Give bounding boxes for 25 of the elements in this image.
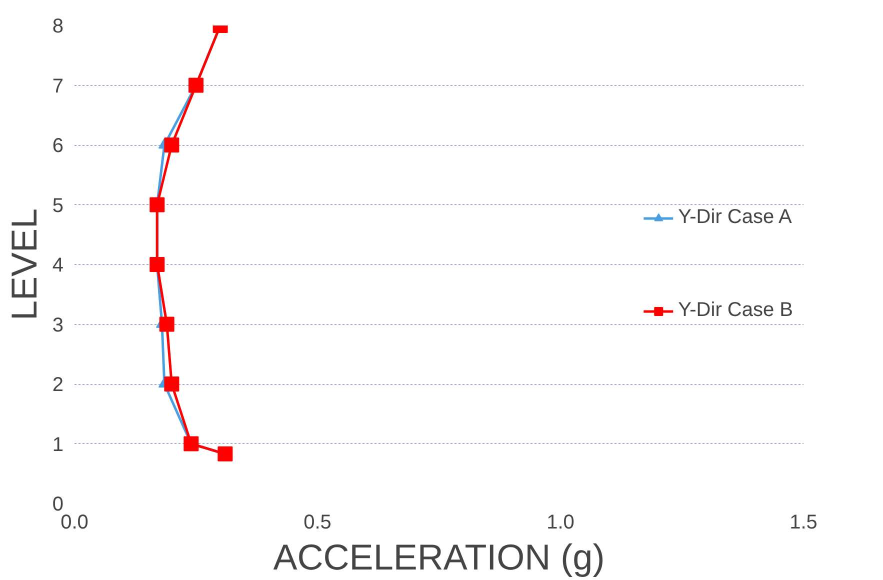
y-tick-label: 2 (52, 374, 64, 396)
x-tick-label: 1.5 (790, 512, 818, 534)
point (164, 376, 180, 392)
y-tick-label: 3 (52, 314, 64, 336)
y-tick-label: 1 (52, 434, 64, 456)
y-tick-label: 8 (52, 16, 64, 38)
legend-label: Y-Dir Case B (678, 299, 793, 322)
point (164, 138, 180, 152)
x-tick-label: 0.5 (304, 512, 332, 534)
point (188, 78, 204, 93)
point (184, 436, 199, 452)
y-tick-label: 0 (52, 494, 64, 516)
y-tick-label: 4 (52, 254, 64, 276)
x-tick-label: 1.0 (546, 512, 574, 534)
y-tick-label: 7 (52, 75, 64, 98)
x-tick-label: 0.0 (60, 512, 88, 534)
point (150, 197, 165, 212)
y-tick-label: 5 (52, 194, 64, 217)
legend-label: Y-Dir Case A (678, 206, 792, 229)
x-axis-title: ACCELERATION (g) (273, 536, 605, 578)
point (159, 316, 174, 332)
point (150, 257, 165, 272)
y-tick-label: 6 (52, 135, 64, 157)
y-axis-title: LEVEL (3, 208, 44, 321)
point (218, 446, 233, 462)
